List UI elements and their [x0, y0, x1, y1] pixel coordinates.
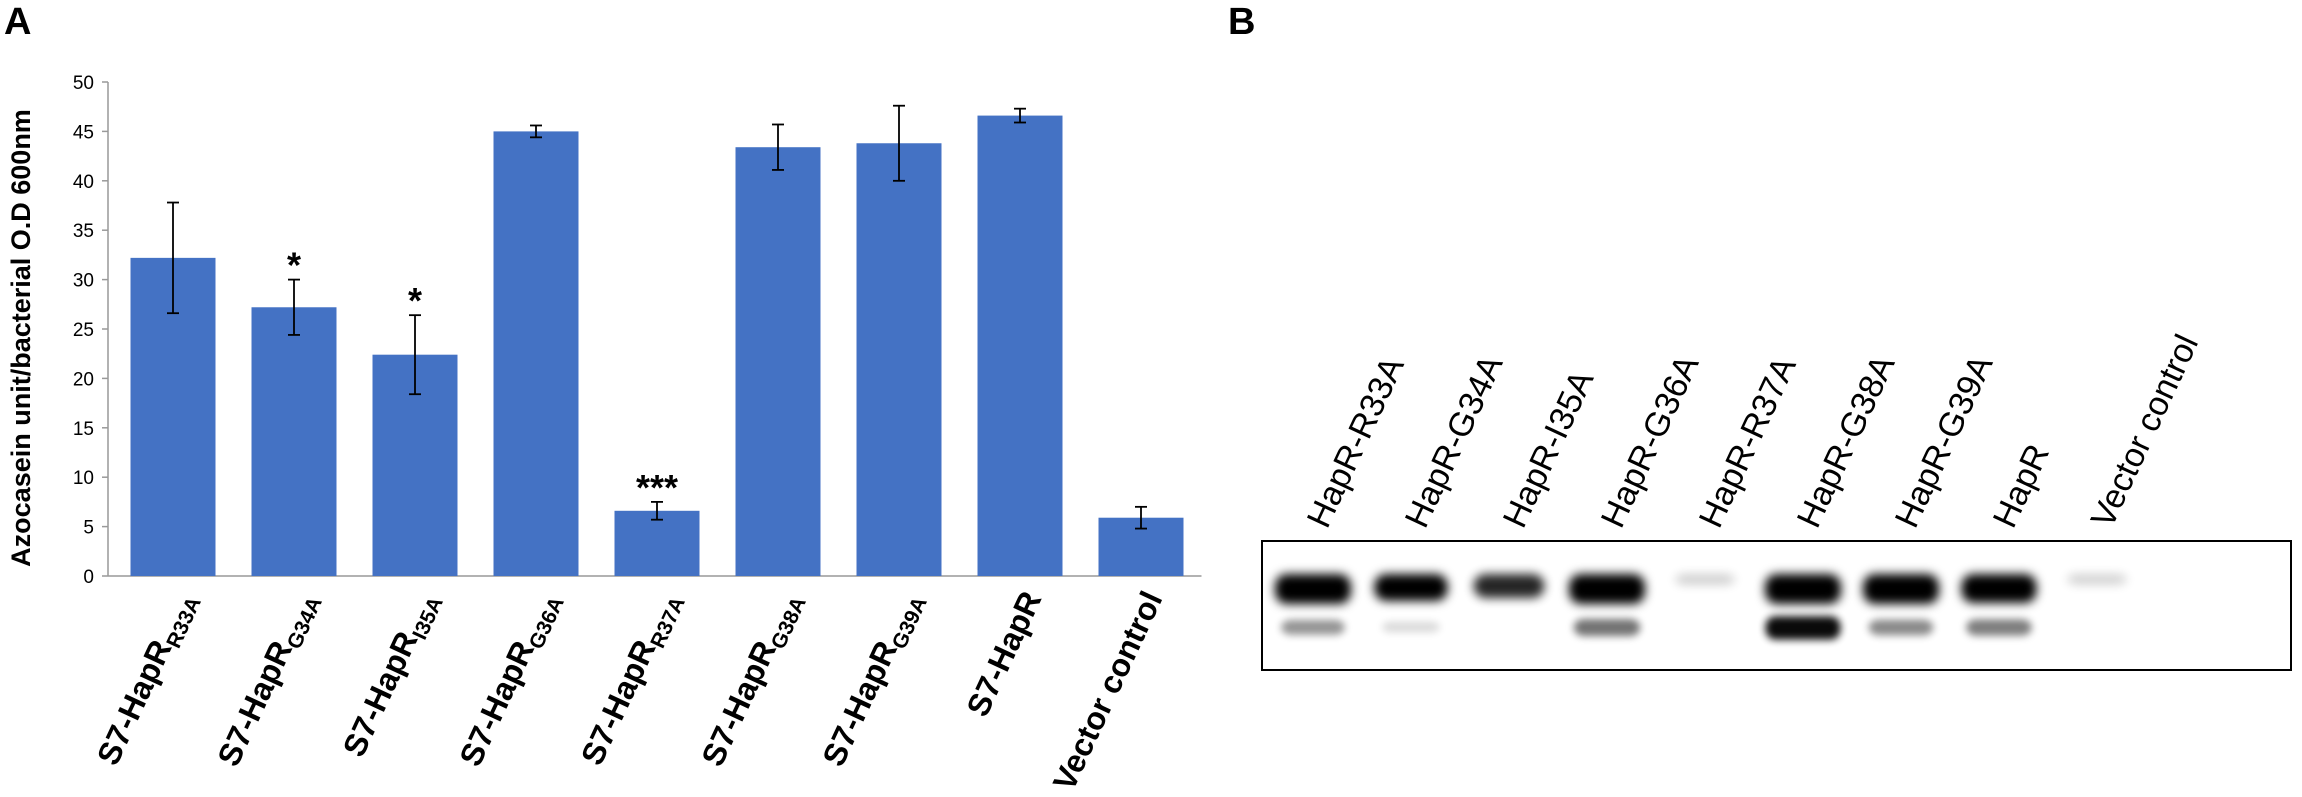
y-axis-label: Azocasein unit/bacterial O.D 600nm: [6, 109, 36, 567]
band-35kda: [1281, 619, 1345, 635]
y-tick-label: 10: [73, 468, 94, 489]
y-tick-label: 50: [73, 73, 94, 94]
western-blot: HapR-R33AHapR-G34AHapR-I35AHapR-G36AHapR…: [1261, 329, 2292, 671]
band-45kda: [1765, 574, 1841, 604]
band-35kda: [1765, 616, 1841, 640]
significance-marks: *****: [287, 245, 678, 508]
lane-label: HapR-I35A: [1496, 365, 1602, 534]
error-bar: [1135, 505, 1147, 530]
band-35kda: [1868, 619, 1934, 636]
category-label: S7-HapRG39A: [815, 586, 932, 774]
bar: [856, 143, 942, 577]
panel-a-label: A: [4, 1, 31, 43]
error-bars: [167, 104, 1147, 530]
error-bar: [1014, 107, 1026, 124]
blot-frame: [1261, 540, 2292, 671]
category-label: S7-HapRR37A: [574, 586, 690, 773]
error-bar: [409, 314, 421, 396]
y-tick-label: 20: [73, 369, 94, 390]
bar: [614, 510, 700, 576]
band-45kda: [1374, 574, 1448, 601]
error-bar: [530, 124, 542, 139]
band-45kda: [1569, 574, 1645, 604]
category-label: S7-HapRI35A: [336, 586, 448, 764]
error-bar: [167, 201, 179, 315]
bar-chart: Azocasein unit/bacterial O.D 600nm 0 5 10 1…: [6, 73, 1202, 796]
y-tick-label: 0: [83, 567, 94, 588]
y-tick-label: 40: [73, 172, 94, 193]
category-label: Vector control: [1046, 586, 1170, 796]
band-45kda: [1473, 574, 1545, 598]
x-axis-categories: S7-HapRR33AS7-HapRG34AS7-HapRI35AS7-HapR…: [90, 586, 1170, 796]
band-35kda: [1966, 619, 2032, 636]
category-label: S7-HapRR33A: [90, 586, 206, 773]
band-35kda: [1382, 621, 1440, 633]
error-bar: [893, 104, 905, 182]
band-35kda: [1573, 619, 1641, 636]
significance-label: *: [408, 280, 422, 321]
band-45kda: [1863, 574, 1939, 604]
category-label: S7-HapR: [959, 586, 1048, 722]
y-tick-label: 15: [73, 419, 94, 440]
error-bar: [288, 278, 300, 336]
bar: [251, 307, 337, 576]
y-tick-label: 45: [73, 122, 94, 143]
y-tick-label: 25: [73, 320, 94, 341]
bar: [977, 115, 1063, 576]
error-bar: [772, 123, 784, 171]
blot-bands: [1275, 574, 2127, 640]
band-45kda: [2067, 574, 2127, 585]
band-45kda: [1275, 574, 1351, 604]
y-tick-label: 5: [83, 518, 94, 539]
y-tick-label: 30: [73, 271, 94, 292]
lane-label: HapR-R33A: [1300, 351, 1412, 533]
bars: [130, 115, 1184, 577]
lane-label: Vector control: [2084, 329, 2206, 533]
panel-b-label: B: [1228, 1, 1255, 43]
band-45kda: [1675, 574, 1735, 585]
y-tick-label: 35: [73, 221, 94, 242]
lane-label: HapR-R37A: [1692, 351, 1804, 533]
lane-label: HapR-G38A: [1790, 349, 1903, 533]
band-45kda: [1961, 574, 2037, 603]
lane-labels: HapR-R33AHapR-G34AHapR-I35AHapR-G36AHapR…: [1300, 329, 2206, 533]
lane-label: HapR-G39A: [1888, 349, 2001, 533]
error-bar: [651, 500, 663, 521]
significance-label: ***: [636, 467, 678, 508]
lane-label: HapR: [1986, 439, 2057, 534]
category-label: S7-HapRG36A: [452, 586, 569, 774]
category-label: S7-HapRG34A: [210, 586, 327, 774]
significance-label: *: [287, 245, 301, 286]
category-label: S7-HapRG38A: [694, 586, 811, 774]
bar: [735, 147, 821, 576]
lane-label: HapR-G34A: [1398, 349, 1511, 533]
bar: [493, 131, 579, 576]
lane-label: HapR-G36A: [1594, 349, 1707, 533]
